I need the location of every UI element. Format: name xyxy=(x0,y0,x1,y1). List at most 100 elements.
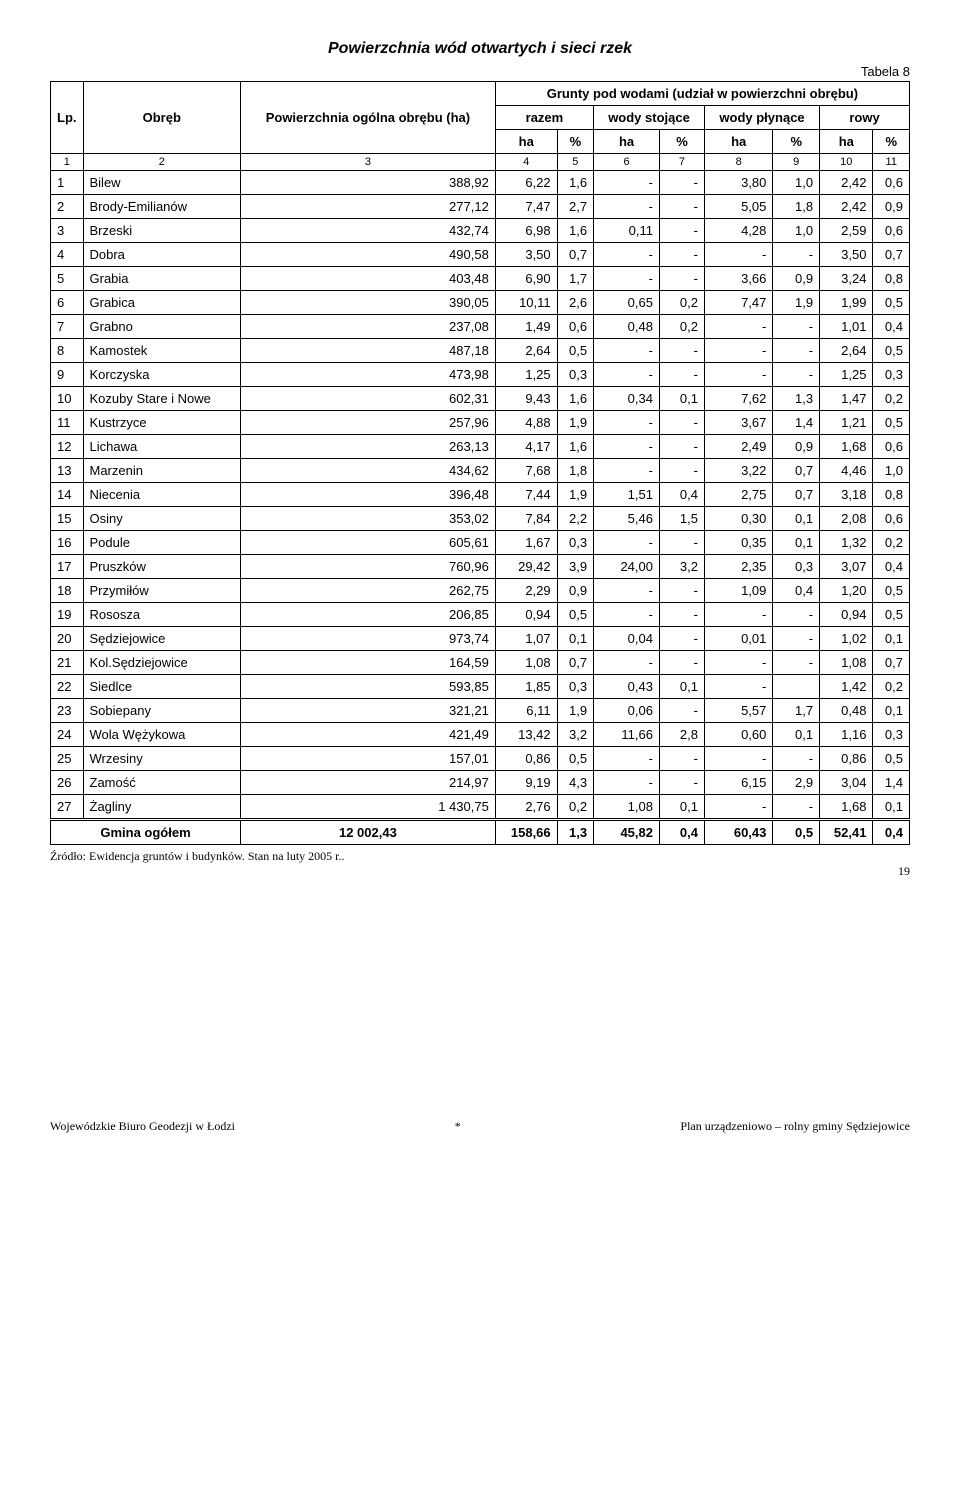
cell: 2,6 xyxy=(557,291,593,315)
table-row: 9Korczyska473,981,250,3----1,250,3 xyxy=(51,363,910,387)
cell: 0,6 xyxy=(873,219,910,243)
cell: Brody-Emilianów xyxy=(83,195,241,219)
cell: Podule xyxy=(83,531,241,555)
cell: 1,49 xyxy=(495,315,557,339)
cell: 1,42 xyxy=(820,675,873,699)
cell: 0,3 xyxy=(873,363,910,387)
cell: Pruszków xyxy=(83,555,241,579)
cell: 1,25 xyxy=(820,363,873,387)
table-row: 19Rososza206,850,940,5----0,940,5 xyxy=(51,603,910,627)
cell: 9 xyxy=(51,363,84,387)
cell: 6,90 xyxy=(495,267,557,291)
cell: 27 xyxy=(51,795,84,820)
th-pct: % xyxy=(873,130,910,154)
cell: 0,5 xyxy=(873,603,910,627)
cell: - xyxy=(704,243,772,267)
cell: 7,44 xyxy=(495,483,557,507)
cell: 2,8 xyxy=(659,723,704,747)
th-rowy: rowy xyxy=(820,106,910,130)
cell: 21 xyxy=(51,651,84,675)
cell: - xyxy=(659,171,704,195)
cell: 0,60 xyxy=(704,723,772,747)
cell: 7,68 xyxy=(495,459,557,483)
table-row: 4Dobra490,583,500,7----3,500,7 xyxy=(51,243,910,267)
cell: 1,08 xyxy=(594,795,660,820)
cell: 52,41 xyxy=(820,820,873,845)
cell: 605,61 xyxy=(241,531,496,555)
cell: 2,76 xyxy=(495,795,557,820)
cell: 0,7 xyxy=(773,459,820,483)
cell: 2,08 xyxy=(820,507,873,531)
cell: 9,19 xyxy=(495,771,557,795)
cell: 157,01 xyxy=(241,747,496,771)
cell: - xyxy=(659,219,704,243)
cell: 0,8 xyxy=(873,267,910,291)
cell: 0,34 xyxy=(594,387,660,411)
cell: 8 xyxy=(51,339,84,363)
cell: Bilew xyxy=(83,171,241,195)
cell: 1,8 xyxy=(557,459,593,483)
cell: - xyxy=(773,747,820,771)
cell: - xyxy=(659,435,704,459)
cell: - xyxy=(594,339,660,363)
cell: 0,1 xyxy=(873,795,910,820)
cell: 13,42 xyxy=(495,723,557,747)
cell: - xyxy=(659,459,704,483)
cell: 3,2 xyxy=(557,723,593,747)
cell: 277,12 xyxy=(241,195,496,219)
cell: 760,96 xyxy=(241,555,496,579)
table-row: 15Osiny353,027,842,25,461,50,300,12,080,… xyxy=(51,507,910,531)
cell: 602,31 xyxy=(241,387,496,411)
column-number: 10 xyxy=(820,154,873,171)
cell: 3,2 xyxy=(659,555,704,579)
table-row: 12Lichawa263,134,171,6--2,490,91,680,6 xyxy=(51,435,910,459)
th-obreb: Obręb xyxy=(83,82,241,154)
cell: - xyxy=(773,651,820,675)
cell: 1,0 xyxy=(773,171,820,195)
cell: - xyxy=(704,315,772,339)
cell: Grabno xyxy=(83,315,241,339)
column-number: 9 xyxy=(773,154,820,171)
cell: 403,48 xyxy=(241,267,496,291)
cell: 4 xyxy=(51,243,84,267)
cell: Marzenin xyxy=(83,459,241,483)
cell: 0,8 xyxy=(873,483,910,507)
cell: Sędziejowice xyxy=(83,627,241,651)
cell: 0,1 xyxy=(659,795,704,820)
cell: 432,74 xyxy=(241,219,496,243)
cell: 4,28 xyxy=(704,219,772,243)
table-row: 26Zamość214,979,194,3--6,152,93,041,4 xyxy=(51,771,910,795)
column-number: 11 xyxy=(873,154,910,171)
table-row: 7Grabno237,081,490,60,480,2--1,010,4 xyxy=(51,315,910,339)
cell: 0,86 xyxy=(495,747,557,771)
cell: 0,5 xyxy=(873,339,910,363)
th-stojace: wody stojące xyxy=(594,106,705,130)
cell: 1,6 xyxy=(557,387,593,411)
cell: 0,5 xyxy=(873,579,910,603)
cell: - xyxy=(659,651,704,675)
cell: 421,49 xyxy=(241,723,496,747)
cell: 2,59 xyxy=(820,219,873,243)
th-plynace: wody płynące xyxy=(704,106,819,130)
table-row: 16Podule605,611,670,3--0,350,11,320,2 xyxy=(51,531,910,555)
column-number: 5 xyxy=(557,154,593,171)
cell: Brzeski xyxy=(83,219,241,243)
cell: 490,58 xyxy=(241,243,496,267)
cell: 0,9 xyxy=(773,435,820,459)
cell: - xyxy=(594,243,660,267)
cell: 1,6 xyxy=(557,219,593,243)
cell: 0,4 xyxy=(659,820,704,845)
cell: 29,42 xyxy=(495,555,557,579)
cell: 2,75 xyxy=(704,483,772,507)
cell: 23 xyxy=(51,699,84,723)
table-row: 25Wrzesiny157,010,860,5----0,860,5 xyxy=(51,747,910,771)
cell: 1,08 xyxy=(495,651,557,675)
cell: - xyxy=(704,363,772,387)
cell: Wrzesiny xyxy=(83,747,241,771)
cell: 0,7 xyxy=(557,651,593,675)
cell: - xyxy=(659,699,704,723)
cell: 164,59 xyxy=(241,651,496,675)
cell: 1,5 xyxy=(659,507,704,531)
table-row: 10Kozuby Stare i Nowe602,319,431,60,340,… xyxy=(51,387,910,411)
cell: Niecenia xyxy=(83,483,241,507)
